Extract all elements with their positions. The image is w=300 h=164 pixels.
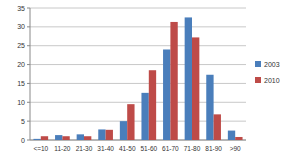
bar [163,49,170,140]
bar [62,136,69,140]
bar [185,17,192,140]
bar [206,75,213,140]
bar [106,130,113,140]
y-tick-label: 15 [17,80,25,87]
x-tick-label: 41-50 [119,145,136,152]
bar [41,136,48,140]
bar [192,37,199,140]
bar [214,114,221,140]
x-tick-label: 51-60 [140,145,157,152]
grid-line [30,8,246,9]
bar [120,121,127,140]
chart-container: 0 5 10 15 20 25 30 35 <=10 11-20 21-30 31-40 41-50 51… [0,0,300,164]
bar [228,131,235,140]
y-tick-label: 0 [21,137,25,144]
bar [84,136,91,140]
y-tick-label: 20 [17,61,25,68]
y-tick-label: 5 [21,118,25,125]
bar [235,137,242,140]
x-tick-label: 21-30 [76,145,93,152]
legend-label: 2003 [264,61,280,68]
y-tick-label: 10 [17,99,25,106]
grid-line [30,26,246,27]
bar [55,135,62,140]
x-tick-label: 11-20 [54,145,71,152]
y-axis [30,8,31,140]
bars [33,17,242,140]
y-tick-label: 25 [17,42,25,49]
grid-line [30,45,246,46]
bar [77,134,84,140]
x-tick-label: 31-40 [97,145,114,152]
x-tick-label: <=10 [33,145,48,152]
bar [149,70,156,140]
grid-line [30,83,246,84]
x-tick-label: 61-70 [162,145,179,152]
legend-swatch [255,61,261,67]
bar [170,22,177,140]
bar [98,129,105,140]
x-tick-label: 81-90 [205,145,222,152]
grid-line [30,102,246,103]
legend-label: 2010 [264,77,280,84]
grid-line [30,64,246,65]
bar [141,93,148,140]
x-tick-label: >90 [230,145,241,152]
bar [127,104,134,140]
x-tick-label: 71-80 [184,145,201,152]
chart-svg: 0 5 10 15 20 25 30 35 <=10 11-20 21-30 31-40 41-50 51… [0,0,300,164]
y-tick-label: 30 [17,23,25,30]
legend-swatch [255,77,261,83]
y-tick-label: 35 [17,5,25,12]
bar [33,139,40,140]
